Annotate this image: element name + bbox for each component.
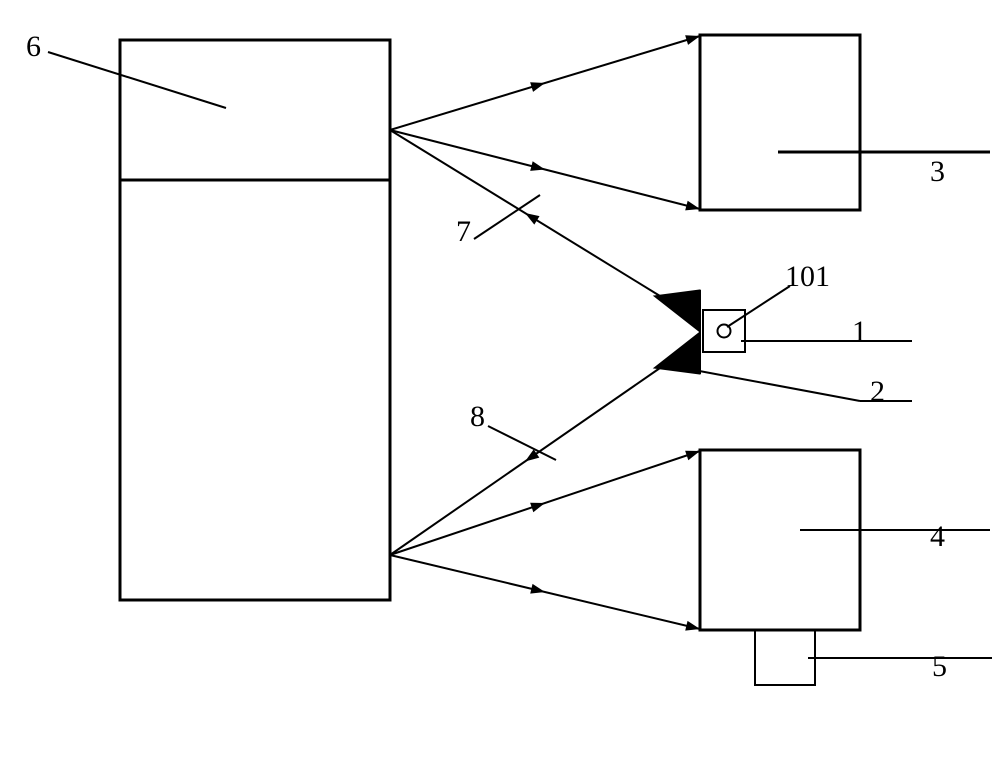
label-1-text: 1: [852, 315, 867, 348]
label-5-text: 5: [932, 650, 947, 683]
label-3: 3: [930, 155, 945, 189]
label-101: 101: [785, 260, 830, 294]
label-8: 8: [470, 400, 485, 434]
label-1: 1: [852, 315, 867, 349]
technical-diagram: [0, 0, 1000, 767]
label-7-text: 7: [456, 215, 471, 248]
label-2: 2: [870, 375, 885, 409]
label-3-text: 3: [930, 155, 945, 188]
label-7: 7: [456, 215, 471, 249]
label-6-text: 6: [26, 30, 41, 63]
label-8-text: 8: [470, 400, 485, 433]
label-101-text: 101: [785, 260, 830, 293]
label-2-text: 2: [870, 375, 885, 408]
label-6: 6: [26, 30, 41, 64]
label-4: 4: [930, 520, 945, 554]
label-5: 5: [932, 650, 947, 684]
label-4-text: 4: [930, 520, 945, 553]
